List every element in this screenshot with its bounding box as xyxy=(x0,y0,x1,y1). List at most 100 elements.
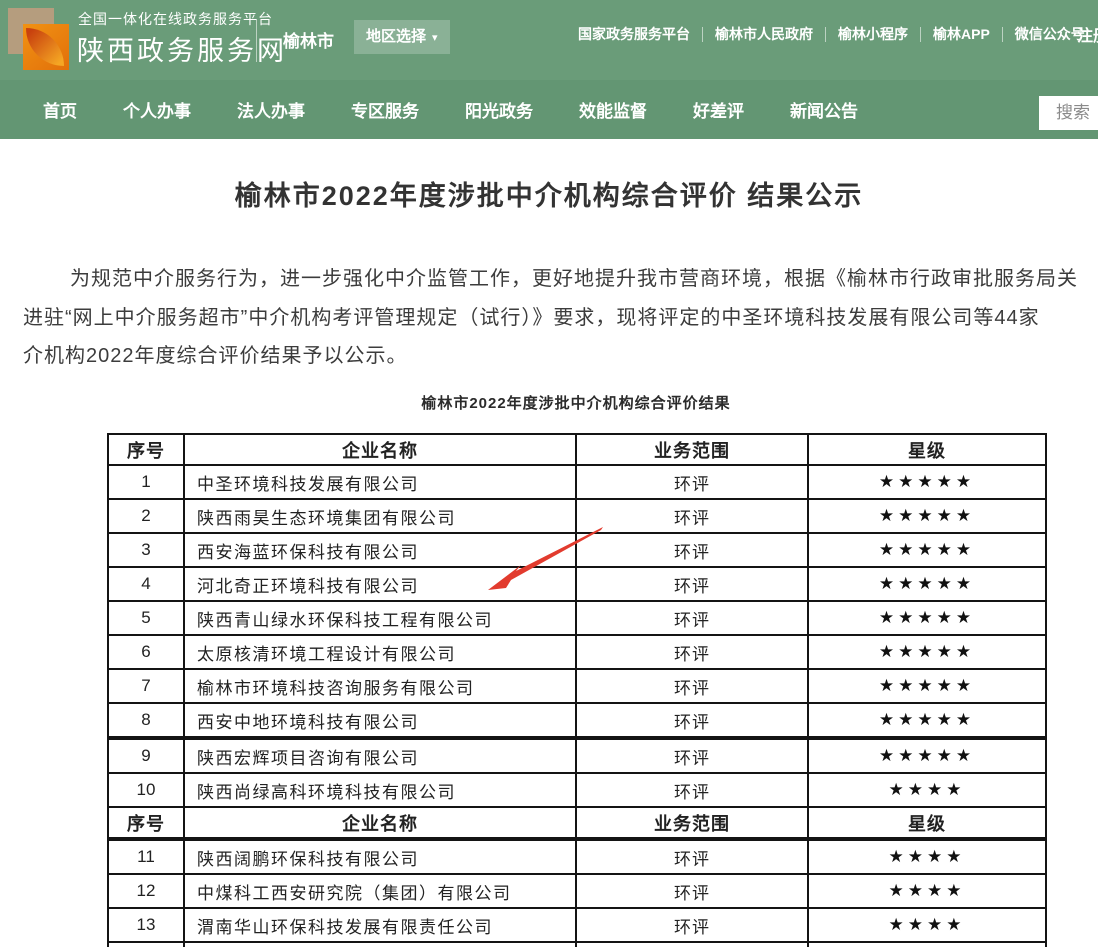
current-city-label: 榆林市 xyxy=(283,32,334,51)
star-rating: ★★★★★ xyxy=(807,498,1047,534)
separator xyxy=(825,26,826,42)
star-rating: ★★★★★ xyxy=(807,566,1047,602)
company-name: 河北奇正环境科技有限公司 xyxy=(183,566,577,602)
table-row: 3 西安海蓝环保科技有限公司 环评 ★★★★★ xyxy=(107,532,1047,568)
page-title: 榆林市2022年度涉批中介机构综合评价 结果公示 xyxy=(234,181,864,211)
platform-tagline: 全国一体化在线政务服务平台 xyxy=(78,11,273,27)
site-name: 陕西政务服务网 xyxy=(77,36,287,66)
nav-item[interactable]: 专区服务 xyxy=(351,102,419,121)
row-number: 8 xyxy=(107,702,185,739)
column-header: 企业名称 xyxy=(183,806,577,841)
company-name: 西安中地环境科技有限公司 xyxy=(183,702,577,739)
table-row: 10 陕西尚绿高科环境科技有限公司 环评 ★★★★ xyxy=(107,772,1047,808)
announcement-paragraph: 为规范中介服务行为，进一步强化中介监管工作，更好地提升我市营商环境，根据《榆林市… xyxy=(23,260,1098,376)
nav-item[interactable]: 个人办事 xyxy=(123,102,191,121)
business-scope: 环评 xyxy=(575,600,809,636)
company-name: 陕西阔鹏环保科技有限公司 xyxy=(183,838,577,875)
top-link[interactable]: 榆林市人民政府 xyxy=(715,26,813,42)
nav-item[interactable]: 好差评 xyxy=(693,102,744,121)
top-link[interactable]: 榆林小程序 xyxy=(838,26,908,42)
star-rating: ★★★★★ xyxy=(807,634,1047,670)
top-link[interactable]: 国家政务服务平台 xyxy=(578,26,690,42)
row-number: 1 xyxy=(107,464,185,500)
row-number: 4 xyxy=(107,566,185,602)
register-link[interactable]: 注册 xyxy=(1077,28,1098,45)
company-name: 陕西尚绿高科环境科技有限公司 xyxy=(183,772,577,808)
nav-item[interactable]: 首页 xyxy=(43,102,77,121)
nav-item[interactable]: 阳光政务 xyxy=(465,102,533,121)
business-scope: 环评 xyxy=(575,736,809,774)
search-input[interactable] xyxy=(1039,96,1098,130)
company-name: 西安海蓝环保科技有限公司 xyxy=(183,532,577,568)
main-nav: 首页 个人办事 法人办事 专区服务 阳光政务 效能监督 好差评 新闻公告 xyxy=(0,80,1098,139)
row-number: 7 xyxy=(107,668,185,704)
table-row-partial xyxy=(107,941,1047,947)
table-row: 6 太原核清环境工程设计有限公司 环评 ★★★★★ xyxy=(107,634,1047,670)
nav-item[interactable]: 新闻公告 xyxy=(790,102,858,121)
business-scope: 环评 xyxy=(575,668,809,704)
column-header: 星级 xyxy=(807,806,1047,841)
table-row: 1 中圣环境科技发展有限公司 环评 ★★★★★ xyxy=(107,464,1047,500)
separator xyxy=(702,26,703,42)
top-link[interactable]: 榆林APP xyxy=(933,26,990,42)
row-number: 6 xyxy=(107,634,185,670)
nav-item[interactable]: 效能监督 xyxy=(579,102,647,121)
row-number: 11 xyxy=(107,838,185,875)
row-number: 13 xyxy=(107,907,185,943)
table-row: 5 陕西青山绿水环保科技工程有限公司 环评 ★★★★★ xyxy=(107,600,1047,636)
paragraph-line: 进驻“网上中介服务超市”中介机构考评管理规定（试行）》要求，现将评定的中圣环境科… xyxy=(23,306,1040,329)
business-scope: 环评 xyxy=(575,907,809,943)
top-link[interactable]: 微信公众号 xyxy=(1014,26,1085,42)
chevron-down-icon: ▾ xyxy=(432,32,438,44)
company-name: 渭南华山环保科技发展有限责任公司 xyxy=(183,907,577,943)
column-header: 序号 xyxy=(107,433,185,466)
site-header: 全国一体化在线政务服务平台 陕西政务服务网 榆林市 地区选择 ▾ 国家政务服务平台… xyxy=(0,0,1098,80)
business-scope: 环评 xyxy=(575,634,809,670)
business-scope: 环评 xyxy=(575,838,809,875)
company-name: 中煤科工西安研究院（集团）有限公司 xyxy=(183,873,577,909)
star-rating: ★★★★★ xyxy=(807,736,1047,774)
table-row: 12 中煤科工西安研究院（集团）有限公司 环评 ★★★★ xyxy=(107,873,1047,909)
paragraph-line: 为规范中介服务行为，进一步强化中介监管工作，更好地提升我市营商环境，根据《榆林市… xyxy=(70,268,1078,290)
business-scope: 环评 xyxy=(575,464,809,500)
row-number: 12 xyxy=(107,873,185,909)
row-number: 3 xyxy=(107,532,185,568)
company-name: 太原核清环境工程设计有限公司 xyxy=(183,634,577,670)
business-scope: 环评 xyxy=(575,772,809,808)
business-scope: 环评 xyxy=(575,532,809,568)
separator xyxy=(920,26,921,42)
table-row: 11 陕西阔鹏环保科技有限公司 环评 ★★★★ xyxy=(107,838,1047,875)
nav-menu: 首页 个人办事 法人办事 专区服务 阳光政务 效能监督 好差评 新闻公告 xyxy=(0,80,1098,139)
star-rating: ★★★★★ xyxy=(807,532,1047,568)
table-row: 2 陕西雨昊生态环境集团有限公司 环评 ★★★★★ xyxy=(107,498,1047,534)
header-divider xyxy=(256,19,257,62)
empty-cell xyxy=(107,941,185,947)
table-row: 13 渭南华山环保科技发展有限责任公司 环评 ★★★★ xyxy=(107,907,1047,943)
column-header: 星级 xyxy=(807,433,1047,466)
star-rating: ★★★★★ xyxy=(807,668,1047,704)
company-name: 陕西宏辉项目咨询有限公司 xyxy=(183,736,577,774)
region-select-button[interactable]: 地区选择 ▾ xyxy=(354,20,450,54)
row-number: 5 xyxy=(107,600,185,636)
business-scope: 环评 xyxy=(575,873,809,909)
separator xyxy=(1001,26,1003,42)
empty-cell xyxy=(575,941,809,947)
company-name: 中圣环境科技发展有限公司 xyxy=(183,464,577,500)
business-scope: 环评 xyxy=(575,498,809,534)
column-header: 业务范围 xyxy=(575,806,809,841)
table-row: 9 陕西宏辉项目咨询有限公司 环评 ★★★★★ xyxy=(107,736,1047,774)
table-caption: 榆林市2022年度涉批中介机构综合评价结果 xyxy=(421,395,731,412)
nav-item[interactable]: 法人办事 xyxy=(237,102,305,121)
paragraph-line: 介机构2022年度综合评价结果予以公示。 xyxy=(23,345,408,367)
row-number: 2 xyxy=(107,498,185,534)
company-name: 陕西雨昊生态环境集团有限公司 xyxy=(183,498,577,534)
site-logo[interactable] xyxy=(8,8,70,72)
empty-cell xyxy=(183,941,577,947)
star-rating: ★★★★ xyxy=(807,873,1047,909)
star-rating: ★★★★ xyxy=(807,838,1047,875)
table-row: 8 西安中地环境科技有限公司 环评 ★★★★★ xyxy=(107,702,1047,739)
top-links: 国家政务服务平台 榆林市人民政府 榆林小程序 榆林APP 微信公众号 xyxy=(578,24,1085,44)
business-scope: 环评 xyxy=(575,702,809,739)
star-rating: ★★★★★ xyxy=(807,464,1047,500)
